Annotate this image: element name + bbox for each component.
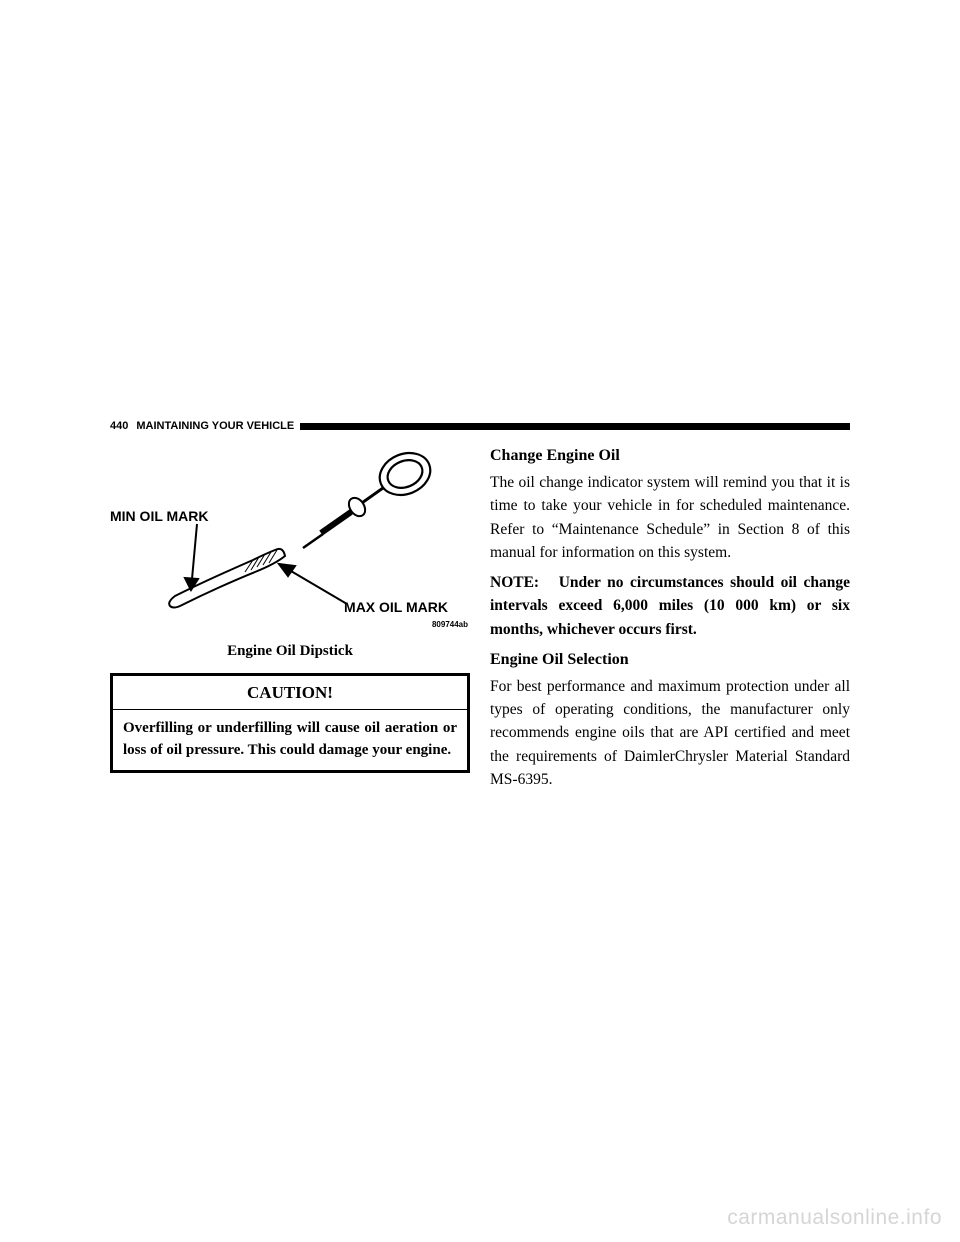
- caution-title: CAUTION!: [113, 676, 467, 711]
- section-title: MAINTAINING YOUR VEHICLE: [136, 420, 294, 432]
- page-number: 440: [110, 420, 128, 432]
- caution-body: Overfilling or underfilling will cause o…: [113, 710, 467, 770]
- figure-caption: Engine Oil Dipstick: [110, 640, 470, 663]
- page-header: 440 MAINTAINING YOUR VEHICLE: [110, 420, 850, 432]
- note-label: NOTE:: [490, 574, 539, 591]
- caution-box: CAUTION! Overfilling or underfilling wil…: [110, 673, 470, 773]
- left-column: MIN OIL MARK MAX OIL MARK 809744ab Engin…: [110, 444, 470, 798]
- header-rule: [300, 423, 850, 430]
- dipstick-figure: MIN OIL MARK MAX OIL MARK 809744ab: [110, 444, 470, 632]
- min-oil-label: MIN OIL MARK: [110, 506, 209, 527]
- manual-page: 440 MAINTAINING YOUR VEHICLE: [0, 0, 960, 798]
- max-oil-label: MAX OIL MARK: [344, 597, 448, 618]
- content-columns: MIN OIL MARK MAX OIL MARK 809744ab Engin…: [110, 444, 850, 798]
- heading-oil-selection: Engine Oil Selection: [490, 648, 850, 672]
- right-column: Change Engine Oil The oil change indicat…: [490, 444, 850, 798]
- paragraph-change-oil: The oil change indicator system will rem…: [490, 471, 850, 564]
- watermark: carmanualsonline.info: [727, 1206, 942, 1230]
- paragraph-oil-selection: For best performance and maximum protect…: [490, 675, 850, 791]
- note-block: NOTE: Under no circumstances should oil …: [490, 571, 850, 641]
- image-code: 809744ab: [432, 619, 468, 631]
- heading-change-oil: Change Engine Oil: [490, 444, 850, 468]
- note-body: Under no circumstances should oil change…: [490, 574, 850, 638]
